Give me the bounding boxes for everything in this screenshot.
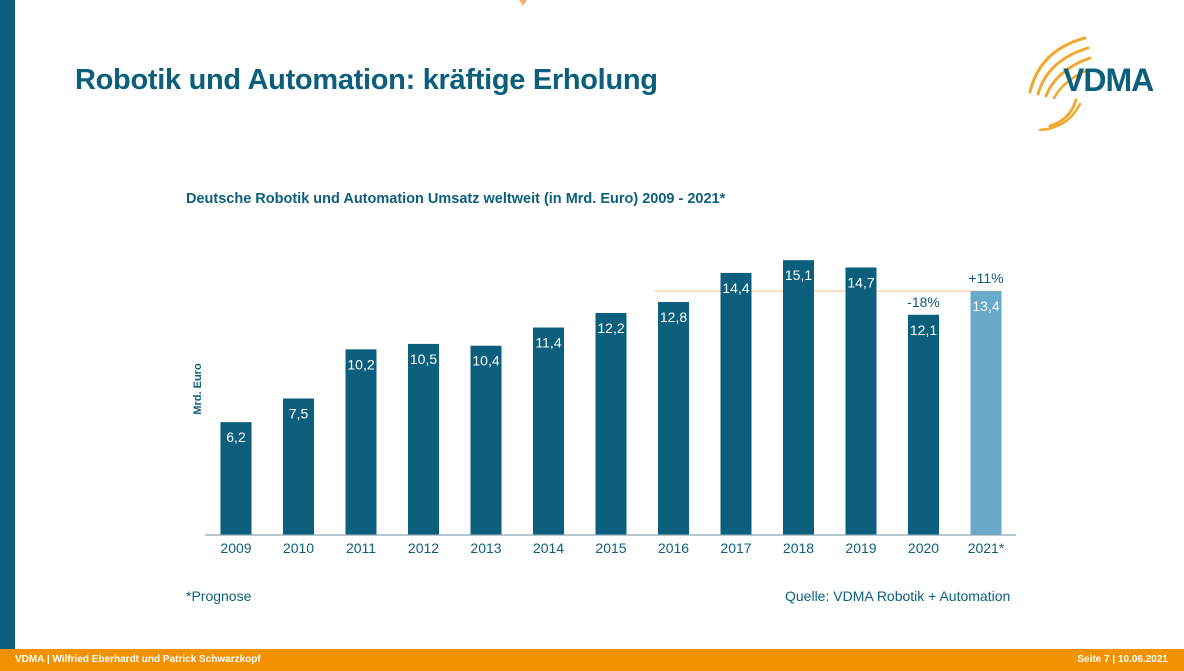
- footer-page-date: Seite 7 | 10.06.2021: [1077, 654, 1168, 665]
- bar-2017: [720, 272, 752, 535]
- x-tick-label-2019: 2019: [845, 540, 876, 556]
- footer-bar: VDMA | Wilfried Eberhardt und Patrick Sc…: [0, 649, 1184, 671]
- bar-2020: [908, 314, 939, 535]
- annotation-2021: +11%: [968, 270, 1003, 286]
- bar-2018: [783, 260, 814, 535]
- bar-2009: [220, 422, 252, 535]
- value-label-2020: 12,1: [910, 322, 937, 338]
- chart-title: Deutsche Robotik und Automation Umsatz w…: [186, 191, 726, 207]
- source-note: Quelle: VDMA Robotik + Automation: [785, 588, 1011, 604]
- slide-title: Robotik und Automation: kräftige Erholun…: [75, 64, 658, 96]
- vdma-logo-arcs-icon: [1028, 36, 1092, 132]
- bar-2011: [345, 349, 377, 535]
- value-label-2010: 7,5: [289, 406, 309, 422]
- value-label-2018: 15,1: [785, 267, 812, 283]
- value-label-2016: 12,8: [660, 309, 687, 325]
- top-marker: [519, 0, 527, 6]
- x-tick-label-2015: 2015: [595, 540, 626, 556]
- bar-2014: [533, 327, 564, 535]
- x-tick-label-2012: 2012: [408, 540, 439, 556]
- footnote-prognose: *Prognose: [186, 588, 252, 604]
- bar-2019: [845, 267, 877, 535]
- x-tick-label-2009: 2009: [220, 540, 251, 556]
- value-label-2012: 10,5: [410, 351, 437, 367]
- value-label-2019: 14,7: [847, 274, 874, 290]
- bar-2013: [470, 345, 502, 535]
- bar-2015: [595, 312, 627, 535]
- x-tick-label-2021: 2021*: [968, 540, 1005, 556]
- bar-2012: [408, 343, 439, 535]
- x-tick-label-2020: 2020: [908, 540, 939, 556]
- x-tick-label-2014: 2014: [533, 540, 564, 556]
- x-tick-label-2013: 2013: [470, 540, 501, 556]
- left-accent-bar: [0, 0, 15, 649]
- x-tick-label-2010: 2010: [283, 540, 314, 556]
- x-tick-label-2011: 2011: [346, 540, 376, 556]
- value-label-2017: 14,4: [722, 280, 749, 296]
- value-label-2011: 10,2: [347, 356, 374, 372]
- value-label-2014: 11,4: [535, 335, 561, 351]
- value-label-2021: 13,4: [972, 298, 999, 314]
- y-axis-label: Mrd. Euro: [192, 363, 204, 415]
- value-label-2015: 12,2: [597, 320, 624, 336]
- annotation-2020: -18%: [907, 294, 940, 310]
- value-label-2013: 10,4: [472, 353, 499, 369]
- x-tick-label-2018: 2018: [783, 540, 814, 556]
- value-label-2009: 6,2: [226, 429, 246, 445]
- vdma-logo-text: VDMA: [1063, 62, 1154, 98]
- bar-2021: [970, 291, 1002, 535]
- bar-2016: [658, 302, 689, 535]
- footer-authors: VDMA | Wilfried Eberhardt und Patrick Sc…: [15, 654, 261, 665]
- x-tick-label-2017: 2017: [720, 540, 751, 556]
- x-tick-label-2016: 2016: [658, 540, 689, 556]
- bar-2010: [283, 398, 314, 535]
